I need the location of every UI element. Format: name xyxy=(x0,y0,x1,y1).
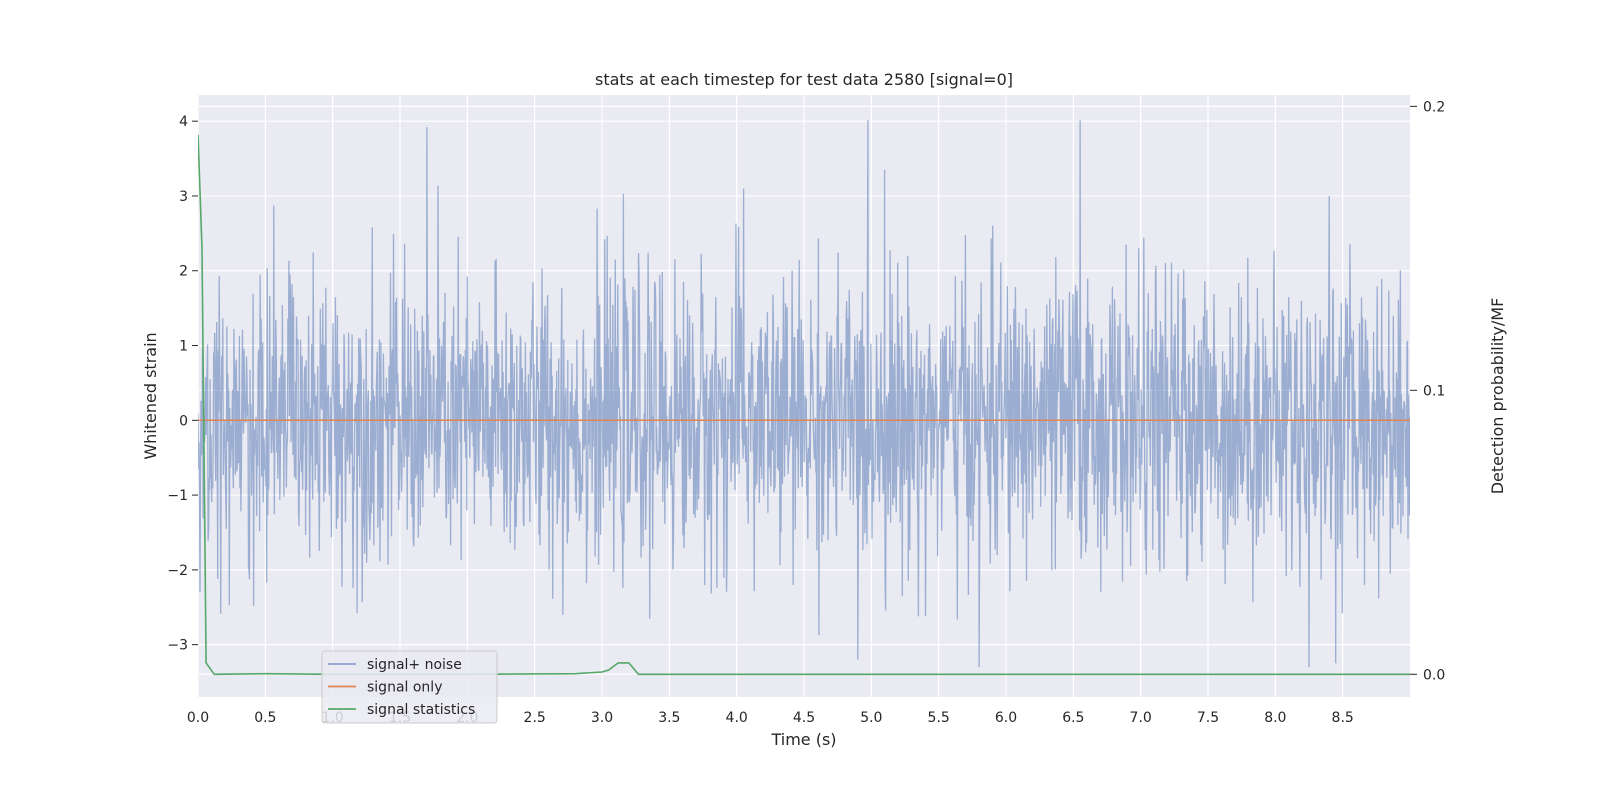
y-tick-label: −2 xyxy=(167,563,188,579)
y-tick-label: −1 xyxy=(167,488,188,504)
x-tick-label: 8.0 xyxy=(1264,710,1286,726)
x-tick-label: 2.5 xyxy=(524,710,546,726)
y2-tick-label: 0.2 xyxy=(1423,99,1445,115)
y-tick-label: −3 xyxy=(167,638,188,654)
x-tick-label: 3.0 xyxy=(591,710,613,726)
y2-tick-label: 0.1 xyxy=(1423,383,1445,399)
series-signal-noise xyxy=(198,119,1410,668)
y-tick-label: 1 xyxy=(179,339,188,355)
y-tick-label: 2 xyxy=(179,264,188,280)
chart-title: stats at each timestep for test data 258… xyxy=(595,70,1013,89)
y-axis-left: −3 −2 −1 0 1 2 3 4 xyxy=(167,114,198,654)
legend: signal+ noise signal only signal statistic… xyxy=(321,650,498,724)
y2-axis-label: Detection probability/MF xyxy=(1488,298,1507,495)
x-tick-label: 8.5 xyxy=(1332,710,1354,726)
x-tick-label: 5.5 xyxy=(928,710,950,726)
x-tick-label: 6.5 xyxy=(1062,710,1084,726)
x-axis-label: Time (s) xyxy=(770,730,836,749)
y-axis-right: 0.0 0.1 0.2 xyxy=(1410,99,1445,683)
x-tick-label: 5.0 xyxy=(860,710,882,726)
x-tick-label: 0.5 xyxy=(254,710,276,726)
x-tick-label: 7.0 xyxy=(1130,710,1152,726)
y-tick-label: 3 xyxy=(179,189,188,205)
x-tick-label: 7.5 xyxy=(1197,710,1219,726)
series-signal-statistics xyxy=(198,134,1410,676)
y-axis-label: Whitened strain xyxy=(141,332,160,459)
legend-box xyxy=(321,650,498,724)
y-tick-label: 0 xyxy=(179,413,188,429)
y-tick-label: 4 xyxy=(179,114,188,130)
x-tick-label: 0.0 xyxy=(187,710,209,726)
x-tick-label: 4.5 xyxy=(793,710,815,726)
legend-item-signal-only-label: signal only xyxy=(367,680,442,696)
y2-tick-label: 0.0 xyxy=(1423,667,1445,683)
x-tick-label: 6.0 xyxy=(995,710,1017,726)
legend-item-signal-statistics-label: signal statistics xyxy=(367,702,475,718)
legend-item-signal-noise-label: signal+ noise xyxy=(367,657,462,673)
x-tick-label: 4.0 xyxy=(726,710,748,726)
x-tick-label: 3.5 xyxy=(658,710,680,726)
